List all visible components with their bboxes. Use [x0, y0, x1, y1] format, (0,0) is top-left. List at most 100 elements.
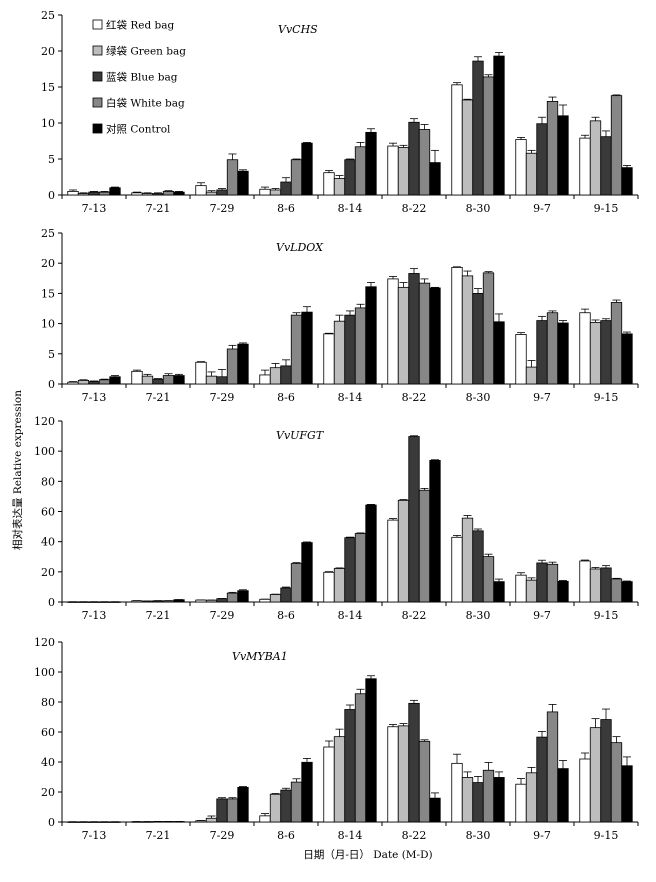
- bar: [418, 282, 431, 385]
- bar: [557, 115, 569, 196]
- x-tick-label: 7-21: [146, 829, 171, 842]
- bar: [493, 777, 505, 823]
- legend-swatch: [92, 19, 103, 30]
- bar: [301, 761, 313, 823]
- bar: [323, 333, 335, 385]
- bar: [482, 76, 495, 196]
- bar: [515, 783, 527, 823]
- y-tick-label: 20: [41, 566, 55, 579]
- bar: [173, 191, 185, 196]
- bar: [451, 267, 463, 385]
- bar: [259, 374, 271, 385]
- bar: [259, 188, 271, 196]
- x-tick-label: 9-7: [533, 609, 551, 622]
- bar: [408, 436, 420, 603]
- bar: [472, 60, 484, 196]
- bar: [621, 167, 633, 196]
- y-tick-label: 100: [34, 666, 55, 679]
- bar: [515, 334, 527, 385]
- bar: [546, 711, 559, 823]
- x-tick-label: 8-6: [277, 609, 295, 622]
- x-tick-label: 7-21: [146, 202, 171, 215]
- bar: [600, 719, 612, 823]
- bar: [418, 740, 431, 823]
- bar: [237, 786, 249, 823]
- x-tick-label: 8-6: [277, 829, 295, 842]
- bar: [579, 560, 591, 603]
- bar: [259, 598, 271, 603]
- panel-VvMYBA1: 0 20 40 60 80 100 120 7-13 7-21 7-29 8-6 8-14 8-22 8-…: [34, 636, 639, 842]
- bar: [515, 574, 527, 603]
- bar: [365, 678, 377, 823]
- bar: [461, 517, 474, 603]
- bar: [344, 159, 356, 196]
- gene-label: VvLDOX: [276, 241, 324, 254]
- y-axis-title: 相对表达量 Relative expression: [11, 390, 24, 550]
- x-tick-label: 8-14: [338, 202, 363, 215]
- bar: [195, 185, 207, 196]
- bar: [237, 590, 249, 603]
- panel-VvCHS: 0 5 10 15 20 25 7-13 7-21 7-29 8-6 8-14 8-22 8-30 9-7…: [41, 9, 639, 215]
- bar: [429, 459, 441, 603]
- bar: [397, 147, 410, 196]
- x-tick-label: 7-21: [146, 391, 171, 404]
- bar: [589, 321, 602, 385]
- x-tick-label: 8-22: [402, 391, 427, 404]
- bar: [589, 568, 602, 603]
- bar: [67, 381, 79, 385]
- y-tick-label: 100: [34, 445, 55, 458]
- y-tick-label: 80: [41, 475, 55, 488]
- bar: [408, 121, 420, 196]
- bar: [557, 322, 569, 385]
- bar: [546, 101, 559, 196]
- bar: [397, 286, 410, 385]
- bar: [429, 287, 441, 385]
- bar: [98, 191, 111, 196]
- bar: [387, 145, 399, 196]
- x-tick-label: 9-15: [594, 829, 619, 842]
- x-tick-label: 9-15: [594, 202, 619, 215]
- bar: [408, 273, 420, 385]
- bar: [301, 311, 313, 385]
- y-tick-label: 25: [41, 227, 55, 240]
- bar: [536, 562, 548, 603]
- bar: [482, 556, 495, 603]
- bar: [515, 139, 527, 196]
- bar: [195, 820, 207, 823]
- bar: [131, 192, 143, 196]
- bar: [387, 726, 399, 823]
- bar: [269, 189, 282, 196]
- x-tick-label: 7-13: [82, 829, 107, 842]
- bar: [451, 536, 463, 603]
- bar: [610, 742, 623, 823]
- bar: [589, 120, 602, 196]
- bar: [536, 736, 548, 823]
- bar: [301, 142, 313, 196]
- bar: [141, 193, 154, 196]
- bar: [482, 272, 495, 385]
- bar: [397, 725, 410, 823]
- bar: [323, 746, 335, 823]
- bar: [109, 187, 121, 196]
- bar: [610, 578, 623, 603]
- x-tick-label: 8-6: [277, 391, 295, 404]
- gene-label: VvUFGT: [276, 429, 325, 442]
- bar: [323, 571, 335, 603]
- bar: [408, 702, 420, 823]
- bar: [205, 191, 218, 196]
- bar: [67, 190, 79, 196]
- bar: [365, 286, 377, 385]
- gene-label: VvCHS: [278, 23, 318, 36]
- bar: [461, 777, 474, 823]
- bar: [88, 191, 100, 196]
- legend-label: 白袋 White bag: [106, 97, 185, 110]
- legend-swatch: [92, 97, 103, 108]
- y-tick-label: 60: [41, 726, 55, 739]
- x-tick-label: 8-6: [277, 202, 295, 215]
- bar: [162, 190, 175, 196]
- bar: [525, 152, 538, 196]
- bar: [354, 533, 367, 603]
- bar: [493, 321, 505, 385]
- x-tick-label: 7-29: [210, 391, 235, 404]
